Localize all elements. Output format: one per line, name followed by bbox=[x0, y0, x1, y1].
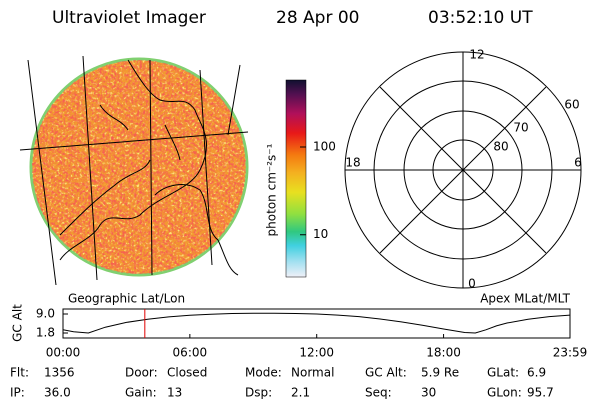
colorbar-label: photon cm⁻²s⁻¹ bbox=[265, 143, 279, 236]
image-label: Geographic Lat/Lon bbox=[68, 292, 185, 306]
field-value: 6.9 bbox=[527, 366, 546, 380]
field-value: Normal bbox=[291, 366, 334, 380]
field-label: GLon: bbox=[487, 386, 522, 400]
field-value: 2.1 bbox=[291, 386, 310, 400]
field-value: 95.7 bbox=[527, 386, 554, 400]
colorbar-tick-label: 100 bbox=[313, 139, 336, 153]
field-label: Mode: bbox=[245, 366, 282, 380]
field-value: 1356 bbox=[44, 366, 75, 380]
field-value: 13 bbox=[167, 386, 182, 400]
mlt-label: 0 bbox=[468, 277, 476, 291]
field-label: Gain: bbox=[125, 386, 157, 400]
instrument: Ultraviolet Imager bbox=[52, 8, 206, 28]
field-label: Dsp: bbox=[245, 386, 272, 400]
lat-label: 60 bbox=[564, 98, 579, 112]
x-tick-label: 06:00 bbox=[173, 346, 208, 360]
lat-label: 80 bbox=[493, 140, 508, 154]
mlt-label: 12 bbox=[469, 48, 484, 62]
polar-label: Apex MLat/MLT bbox=[480, 292, 570, 306]
field-value: 30 bbox=[421, 386, 436, 400]
field-label: IP: bbox=[10, 386, 25, 400]
field-value: Closed bbox=[167, 366, 207, 380]
polar-grid bbox=[344, 51, 582, 289]
x-tick-label: 23:59 bbox=[553, 346, 588, 360]
colorbar-tick-label: 10 bbox=[313, 227, 328, 241]
altitude-frame bbox=[62, 308, 571, 339]
time: 03:52:10 UT bbox=[428, 8, 533, 28]
field-label: Seq: bbox=[365, 386, 392, 400]
field-value: 36.0 bbox=[44, 386, 71, 400]
field-label: GC Alt: bbox=[365, 366, 407, 380]
mlt-label: 6 bbox=[574, 156, 582, 170]
altitude-line bbox=[62, 312, 571, 334]
y-tick-label: 1.8 bbox=[36, 325, 55, 339]
date: 28 Apr 00 bbox=[276, 8, 359, 28]
field-label: GLat: bbox=[487, 366, 519, 380]
field-label: Flt: bbox=[10, 366, 29, 380]
footer: Flt: 1356 Door: Closed Mode: Normal GC Alt: 5.9… bbox=[10, 366, 554, 400]
x-tick-label: 12:00 bbox=[299, 346, 334, 360]
lat-label: 70 bbox=[513, 121, 528, 135]
uv-image bbox=[19, 55, 249, 286]
colorbar bbox=[285, 79, 307, 278]
field-label: Door: bbox=[125, 366, 158, 380]
mlt-label: 18 bbox=[345, 156, 360, 170]
altitude-ylabel: GC Alt bbox=[11, 304, 25, 342]
y-tick-label: 9.0 bbox=[36, 307, 55, 321]
field-value: 5.9 Re bbox=[421, 366, 459, 380]
x-tick-label: 00:00 bbox=[46, 346, 81, 360]
x-tick-label: 18:00 bbox=[426, 346, 461, 360]
